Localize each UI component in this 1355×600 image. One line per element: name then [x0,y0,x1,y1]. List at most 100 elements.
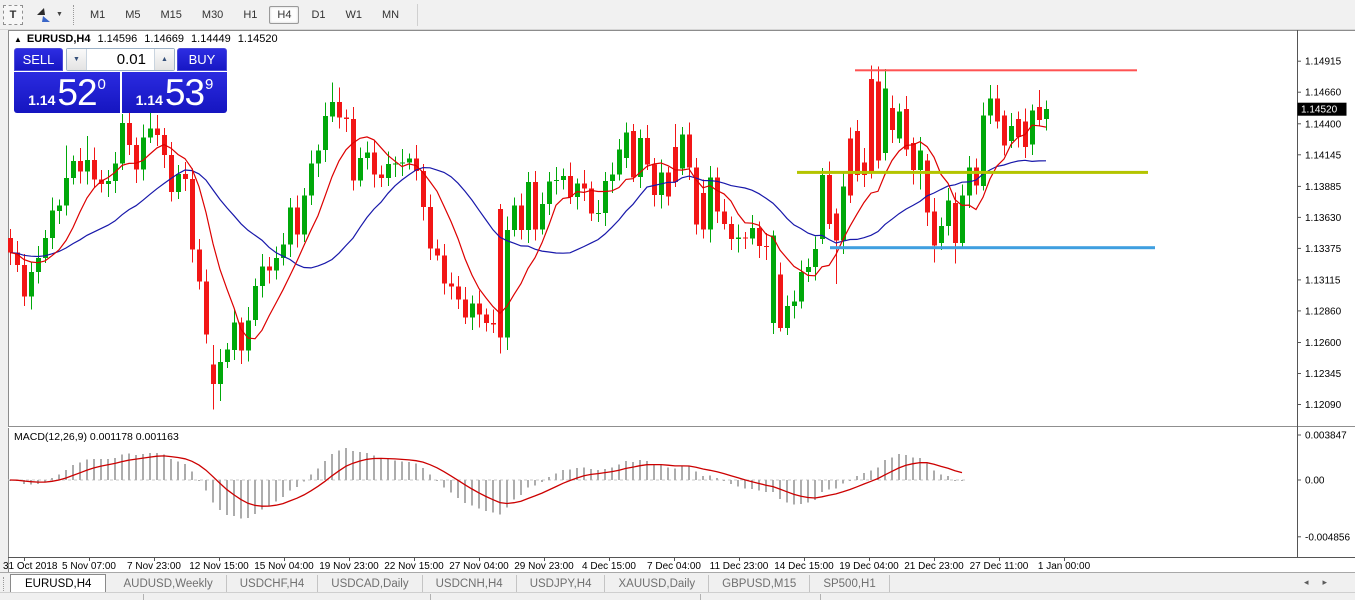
candle [960,195,965,243]
time-axis-label: 14 Dec 15:00 [774,561,834,572]
timeframe-button-D1[interactable]: D1 [311,8,326,21]
time-axis-label: 12 Nov 15:00 [189,561,249,572]
price-tick-label: 1.13630 [1305,213,1342,224]
candle [869,78,874,174]
lot-size-input[interactable] [87,49,154,70]
candle [890,108,895,130]
candle [939,225,944,243]
slow-ma-line [9,159,1047,269]
chart-tab-usdcnhh4[interactable]: USDCNH,H4 [423,575,517,593]
candle [148,128,153,138]
sell-button[interactable]: SELL [14,48,63,71]
candle [267,266,272,271]
candle [813,249,818,268]
candle [141,137,146,170]
timeframe-button-M1[interactable]: M1 [89,8,106,21]
candle [561,175,566,180]
ask-prefix: 1.14 [135,91,163,108]
timeframe-button-M15[interactable]: M15 [160,8,182,21]
lot-decrease-button[interactable]: ▼ [67,49,87,70]
candle [64,177,69,206]
chart-tab-sp500h1[interactable]: SP500,H1 [810,575,890,593]
candle [288,207,293,245]
candle [736,237,741,240]
candle [631,131,636,178]
candle [337,101,342,118]
time-axis-label: 27 Dec 11:00 [969,561,1029,572]
close-value: 1.14520 [237,33,278,45]
chart-tab-usdjpyh4[interactable]: USDJPY,H4 [517,575,606,593]
price-tick-label: 1.14915 [1305,57,1342,68]
candle [36,257,41,272]
candle [456,286,461,300]
price-tick-label: 1.14660 [1305,88,1342,99]
candle [309,163,314,196]
tab-scroll-arrows[interactable]: ◂▸ [1304,577,1341,588]
macd-signal-line [9,455,963,507]
time-axis-label: 7 Dec 04:00 [647,561,701,572]
candle [876,81,881,161]
candle [78,161,83,172]
candle [715,177,720,212]
candle [596,212,601,214]
macd-indicator-label: MACD(12,26,9) 0.001178 0.001163 [14,431,179,443]
candle [764,246,769,248]
candle [197,249,202,282]
chart-tab-eurusdh4[interactable]: EURUSD,H4 [10,574,107,593]
chevron-down-icon[interactable]: ▼ [56,11,63,18]
candle [393,163,398,165]
candle [463,299,468,318]
price-tick-label: 1.13885 [1305,182,1342,193]
time-axis-label: 4 Dec 15:00 [582,561,636,572]
candle [407,158,412,163]
ask-price-button[interactable]: 1.14 53 9 [122,72,227,113]
price-tick-label: 1.12860 [1305,306,1342,317]
tab-scroll-right-icon: ▸ [1322,577,1341,587]
candle [190,178,195,250]
timeframe-button-M5[interactable]: M5 [125,8,141,21]
timeframe-button-H4[interactable]: H4 [269,5,300,24]
candle [1002,115,1007,146]
chart-tab-audusdweekly[interactable]: AUDUSD,Weekly [110,575,227,593]
time-axis-label: 19 Dec 04:00 [839,561,899,572]
timeframe-button-W1[interactable]: W1 [345,8,363,21]
text-tool-button[interactable]: T [3,4,23,25]
chart-tab-usdcaddaily[interactable]: USDCAD,Daily [318,575,423,593]
candle [680,134,685,169]
high-value: 1.14669 [144,33,185,45]
candle [638,138,643,178]
time-axis-label: 21 Dec 23:00 [904,561,964,572]
candle [43,238,48,258]
fast-ma-line [9,124,1047,340]
pane-separator[interactable] [8,426,1355,428]
bid-price-button[interactable]: 1.14 52 0 [14,72,120,113]
candle [862,162,867,175]
candle [71,161,76,178]
candle [526,181,531,230]
candle [8,238,13,253]
timeframe-button-MN[interactable]: MN [382,8,400,21]
timeframe-button-M30[interactable]: M30 [201,8,224,21]
candle [134,145,139,170]
chart-tab-usdchfh4[interactable]: USDCHF,H4 [227,575,319,593]
tab-scroll-left-icon: ◂ [1303,577,1323,587]
candle [519,205,524,230]
candle [295,207,300,235]
status-strip [0,592,1355,600]
candle [85,159,90,172]
buy-button[interactable]: BUY [177,48,227,71]
lot-increase-button[interactable]: ▲ [154,49,174,70]
price-tick-label: 1.12090 [1305,400,1342,411]
candle [414,158,419,171]
cursor-mode-icon[interactable] [35,7,53,23]
candle [281,244,286,259]
time-axis-label: 1 Jan 00:00 [1037,561,1091,572]
collapse-arrow-icon[interactable]: ▲ [14,35,22,44]
chart-tab-xauusddaily[interactable]: XAUUSD,Daily [605,575,710,593]
candle [806,267,811,273]
time-axis-label: 15 Nov 04:00 [254,561,314,572]
chart-tab-gbpusdm15[interactable]: GBPUSD,M15 [709,575,811,593]
timeframe-button-H1[interactable]: H1 [243,8,258,21]
